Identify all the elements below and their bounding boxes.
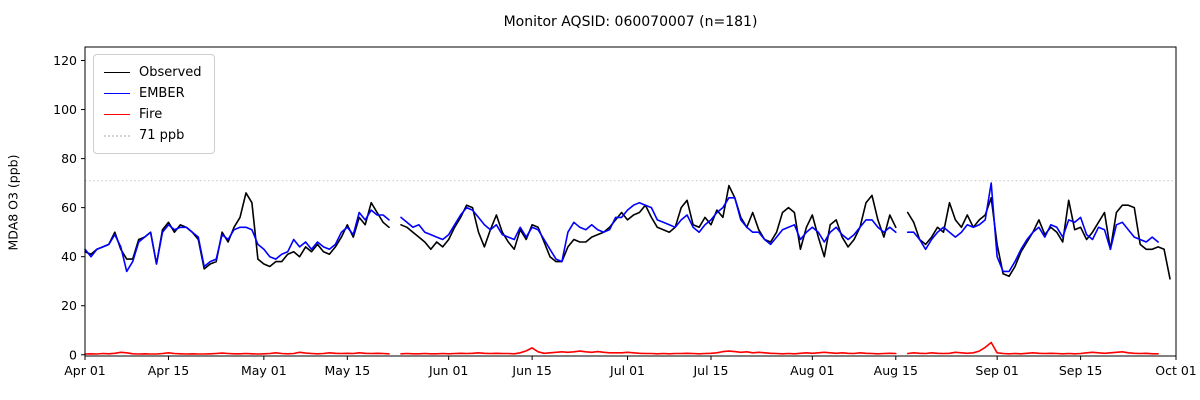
threshold-line-sample xyxy=(104,134,130,137)
x-tick-label: May 15 xyxy=(324,363,370,378)
x-tick-label: Jul 15 xyxy=(692,363,728,378)
y-tick-label: 80 xyxy=(61,151,77,166)
fire-line xyxy=(400,347,897,355)
fire-line-sample xyxy=(104,114,130,115)
legend-item-threshold: 71 ppb xyxy=(104,125,202,146)
legend: Observed EMBER Fire 71 ppb xyxy=(93,54,215,154)
ember-line xyxy=(906,182,1159,273)
y-tick-label: 20 xyxy=(61,298,77,313)
legend-label-fire: Fire xyxy=(139,107,163,122)
x-tick-label: May 01 xyxy=(241,363,287,378)
plot-border xyxy=(84,46,1177,357)
legend-label-ember: EMBER xyxy=(139,86,185,101)
observed-line xyxy=(906,197,1171,280)
ember-line-sample xyxy=(104,93,130,94)
ember-line xyxy=(400,197,897,263)
chart-title: Monitor AQSID: 060070007 (n=181) xyxy=(503,14,758,30)
x-tick-label: Aug 01 xyxy=(790,363,834,378)
y-tick-label: 40 xyxy=(61,249,77,264)
legend-item-ember: EMBER xyxy=(104,83,202,104)
y-tick-label: 60 xyxy=(61,200,77,215)
legend-label-threshold: 71 ppb xyxy=(139,128,185,143)
x-tick-label: Oct 01 xyxy=(1155,363,1197,378)
y-tick-label: 0 xyxy=(69,347,77,362)
observed-line-sample xyxy=(104,72,130,73)
x-tick-label: Jun 01 xyxy=(428,363,468,378)
x-tick-label: Sep 15 xyxy=(1059,363,1102,378)
observed-line xyxy=(400,184,897,263)
x-tick-label: Aug 15 xyxy=(874,363,918,378)
y-tick-label: 120 xyxy=(53,53,77,68)
legend-item-fire: Fire xyxy=(104,104,202,125)
x-tick-label: Sep 01 xyxy=(975,363,1018,378)
fire-line xyxy=(906,341,1159,355)
legend-item-observed: Observed xyxy=(104,62,202,83)
legend-label-observed: Observed xyxy=(139,65,202,80)
x-tick-label: Apr 15 xyxy=(148,363,190,378)
fire-line xyxy=(84,351,390,355)
x-tick-label: Apr 01 xyxy=(64,363,106,378)
x-tick-label: Jun 15 xyxy=(511,363,551,378)
x-tick-label: Jul 01 xyxy=(609,363,645,378)
y-tick-label: 100 xyxy=(53,102,77,117)
ember-line xyxy=(84,209,390,273)
